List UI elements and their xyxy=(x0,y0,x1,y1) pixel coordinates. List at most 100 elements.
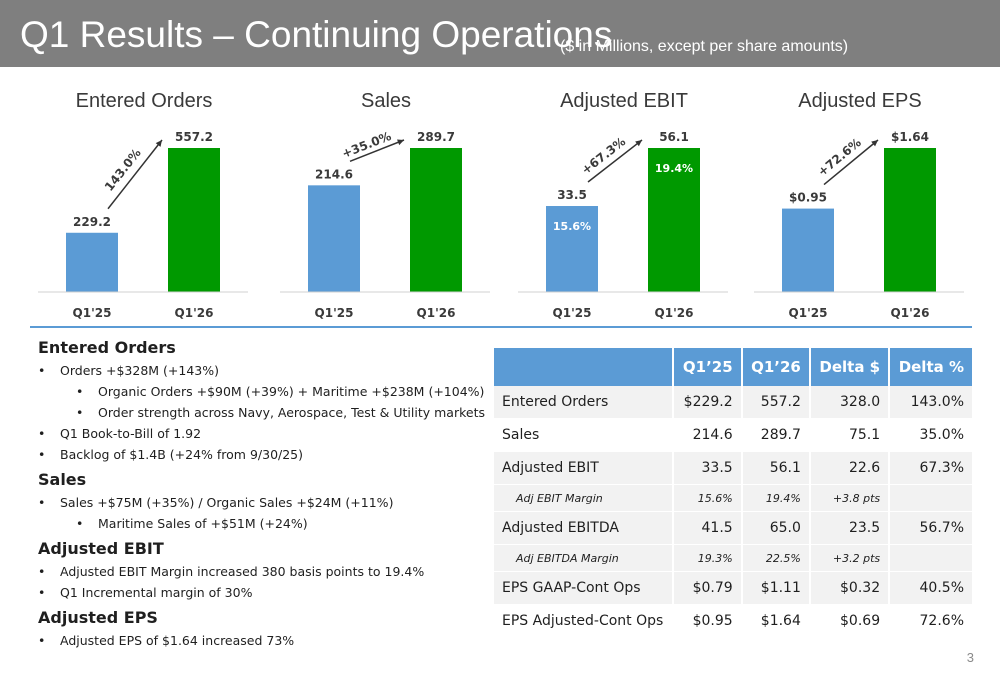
chart-adjusted-eps: Adjusted EPS $0.95 Q1'25 $1.64 Q1'26 +72.6% xyxy=(746,80,974,325)
bullet-text: Maritime Sales of +$51M (+24%) xyxy=(98,516,308,531)
row-label: Adjusted EBIT xyxy=(494,451,674,485)
growth-arrow xyxy=(107,139,163,210)
notes-heading: Sales xyxy=(38,470,87,489)
table-row: EPS Adjusted-Cont Ops $0.95 $1.64 $0.69 72.6… xyxy=(494,604,972,638)
bar-value-label: 56.1 xyxy=(659,130,689,144)
table-row: Adjusted EBITDA 41.5 65.0 23.5 56.7% xyxy=(494,511,972,545)
table-cell: 557.2 xyxy=(740,386,810,419)
bar-value-label: $1.64 xyxy=(891,130,929,144)
chart-sales: Sales 214.6 Q1'25 289.7 Q1'26 +35.0% xyxy=(272,80,500,325)
bullet-dot-icon: • xyxy=(38,564,46,579)
growth-arrow-head xyxy=(871,140,878,147)
bullet-dot-icon: • xyxy=(38,633,46,648)
category-label: Q1'26 xyxy=(417,306,456,320)
notes-bullet: • Order strength across Navy, Aerospace, … xyxy=(38,402,488,423)
bar-value-label: 229.2 xyxy=(73,215,111,229)
table-cell: 22.6 xyxy=(808,451,890,485)
bullet-text: Adjusted EPS of $1.64 increased 73% xyxy=(60,633,295,648)
table-row: Adj EBITDA Margin 19.3% 22.5% +3.2 pts xyxy=(494,544,972,572)
row-label: Adj EBITDA Margin xyxy=(494,544,674,572)
chart-title: Entered Orders xyxy=(75,90,213,112)
bullet-dot-icon: • xyxy=(38,363,46,378)
bar-q1-25 xyxy=(782,208,834,292)
category-label: Q1'26 xyxy=(891,306,930,320)
table-cell: 72.6% xyxy=(888,604,972,638)
bar-q1-25 xyxy=(66,232,118,292)
table-header-row: Q1’25 Q1’26 Delta $ Delta % xyxy=(494,348,972,386)
table-header-cell xyxy=(494,348,674,386)
table-row: Sales 214.6 289.7 75.1 35.0% xyxy=(494,418,972,452)
growth-arrow xyxy=(349,139,405,163)
table-cell: 65.0 xyxy=(740,511,810,545)
commentary-notes: Entered Orders • Orders +$328M (+143%) • Org… xyxy=(38,333,488,651)
row-label: Sales xyxy=(494,418,674,452)
bullet-text: Q1 Incremental margin of 30% xyxy=(60,585,253,600)
growth-label: 143.0% xyxy=(102,146,144,194)
bar-q1-26 xyxy=(884,148,936,292)
bullet-text: Backlog of $1.4B (+24% from 9/30/25) xyxy=(60,447,304,462)
bullet-text: Q1 Book-to-Bill of 1.92 xyxy=(60,426,202,441)
chart-entered-orders: Entered Orders 229.2 Q1'25 557.2 Q1'26 143.0… xyxy=(30,80,258,325)
table-header-cell: Delta $ xyxy=(808,348,890,386)
notes-bullet: • Orders +$328M (+143%) xyxy=(38,360,488,381)
bullet-text: Adjusted EBIT Margin increased 380 basis… xyxy=(60,564,425,579)
bullet-dot-icon: • xyxy=(76,384,84,399)
table-cell: 67.3% xyxy=(888,451,972,485)
table-cell: 23.5 xyxy=(808,511,890,545)
notes-bullet: • Sales +$75M (+35%) / Organic Sales +$24… xyxy=(38,492,488,513)
growth-arrow-head xyxy=(635,140,642,147)
table-header-cell: Q1’25 xyxy=(672,348,742,386)
bar-value-label: $0.95 xyxy=(789,191,827,205)
chart-svg: 229.2 Q1'25 557.2 Q1'26 143.0% xyxy=(38,130,248,320)
row-label: Adjusted EBITDA xyxy=(494,511,674,545)
table-cell: 56.7% xyxy=(888,511,972,545)
growth-arrow-head xyxy=(397,139,404,146)
bullet-dot-icon: • xyxy=(76,405,84,420)
table-cell: 19.3% xyxy=(672,544,742,572)
bar-q1-26 xyxy=(168,148,220,292)
table-cell: 75.1 xyxy=(808,418,890,452)
row-label: Entered Orders xyxy=(494,386,674,419)
bar-q1-25 xyxy=(308,185,360,292)
bar-q1-26 xyxy=(648,148,700,292)
table-cell: 35.0% xyxy=(888,418,972,452)
growth-arrow-head xyxy=(155,140,162,147)
table-cell: $229.2 xyxy=(672,386,742,419)
chart-title: Sales xyxy=(360,90,412,112)
notes-bullet: • Q1 Incremental margin of 30% xyxy=(38,582,488,603)
section-divider xyxy=(30,326,972,328)
bar-margin-label: 19.4% xyxy=(655,162,693,175)
table-cell: 289.7 xyxy=(740,418,810,452)
row-label: EPS GAAP-Cont Ops xyxy=(494,571,674,605)
bullet-dot-icon: • xyxy=(38,447,46,462)
bullet-dot-icon: • xyxy=(38,495,46,510)
table-cell: $1.64 xyxy=(740,604,810,638)
table-cell: $0.32 xyxy=(808,571,890,605)
notes-bullet: • Organic Orders +$90M (+39%) + Maritime … xyxy=(38,381,488,402)
notes-heading: Adjusted EBIT xyxy=(38,539,164,558)
table-cell xyxy=(888,484,972,512)
results-table: Q1’25 Q1’26 Delta $ Delta % Entered Orders $… xyxy=(494,348,972,638)
slide-subtitle: ($ in Millions, except per share amounts… xyxy=(560,38,849,55)
table-row: Entered Orders $229.2 557.2 328.0 143.0% xyxy=(494,386,972,419)
chart-title: Adjusted EPS xyxy=(798,90,922,112)
category-label: Q1'25 xyxy=(553,306,592,320)
table-cell: 19.4% xyxy=(740,484,810,512)
bullet-text: Sales +$75M (+35%) / Organic Sales +$24M… xyxy=(60,495,394,510)
table-cell: 33.5 xyxy=(672,451,742,485)
table-cell: 328.0 xyxy=(808,386,890,419)
category-label: Q1'26 xyxy=(175,306,214,320)
bar-margin-label: 15.6% xyxy=(553,220,591,233)
row-label: EPS Adjusted-Cont Ops xyxy=(494,604,674,638)
table-cell: 22.5% xyxy=(740,544,810,572)
table-cell: $0.69 xyxy=(808,604,890,638)
growth-label: +35.0% xyxy=(340,129,393,161)
table-cell: 143.0% xyxy=(888,386,972,419)
category-label: Q1'25 xyxy=(73,306,112,320)
bar-value-label: 33.5 xyxy=(557,188,587,202)
bullet-text: Organic Orders +$90M (+39%) + Maritime +… xyxy=(98,384,485,399)
bullet-text: Orders +$328M (+143%) xyxy=(60,363,220,378)
table-row: Adjusted EBIT 33.5 56.1 22.6 67.3% xyxy=(494,451,972,485)
